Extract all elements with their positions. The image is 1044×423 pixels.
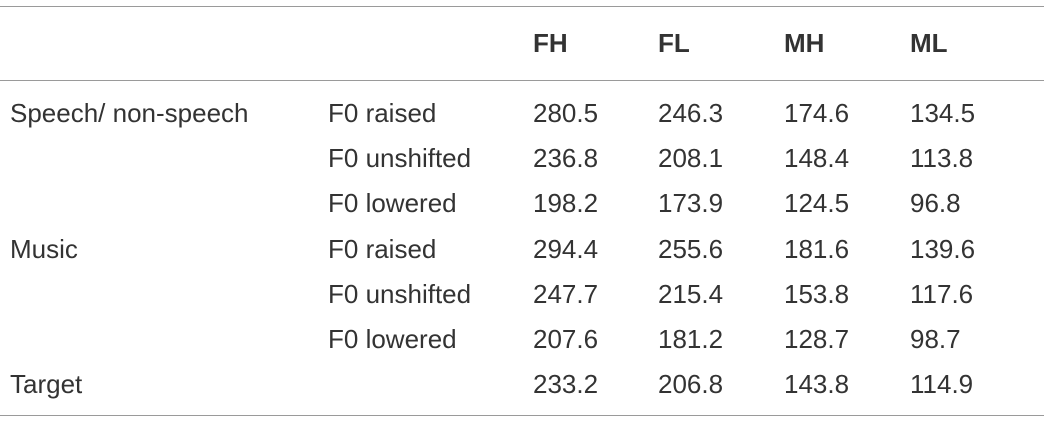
row-condition: F0 unshifted bbox=[328, 278, 472, 309]
cell-value: 208.1 bbox=[658, 143, 724, 174]
cell-value: 280.5 bbox=[533, 98, 599, 128]
cell-value: 236.8 bbox=[533, 143, 599, 174]
cell-value: 294.4 bbox=[533, 233, 599, 264]
row-condition: F0 raised bbox=[328, 233, 437, 264]
column-header: ML bbox=[910, 28, 948, 58]
bottom-rule bbox=[0, 415, 1044, 416]
cell-value: 117.6 bbox=[910, 278, 974, 309]
cell-value: 98.7 bbox=[910, 324, 961, 354]
cell-value: 113.8 bbox=[910, 143, 974, 174]
row-group: Speech/ non-speech bbox=[10, 98, 249, 128]
top-rule bbox=[0, 6, 1044, 7]
cell-value: 124.5 bbox=[784, 188, 850, 219]
row-group: Music bbox=[10, 233, 78, 264]
column-header: FH bbox=[533, 28, 568, 58]
cell-value: 143.8 bbox=[784, 369, 850, 400]
cell-value: 255.6 bbox=[658, 233, 724, 264]
cell-value: 114.9 bbox=[910, 369, 974, 400]
cell-value: 207.6 bbox=[533, 324, 599, 354]
header-rule bbox=[0, 80, 1044, 81]
cell-value: 96.8 bbox=[910, 188, 961, 219]
column-header: FL bbox=[658, 28, 690, 58]
row-condition: F0 lowered bbox=[328, 324, 457, 354]
cell-value: 174.6 bbox=[784, 98, 850, 128]
cell-value: 148.4 bbox=[784, 143, 850, 174]
cell-value: 233.2 bbox=[533, 369, 599, 400]
cell-value: 181.2 bbox=[658, 324, 724, 354]
row-condition: F0 raised bbox=[328, 98, 437, 128]
row-condition: F0 unshifted bbox=[328, 143, 472, 174]
cell-value: 247.7 bbox=[533, 278, 599, 309]
column-header: MH bbox=[784, 28, 825, 58]
row-condition: F0 lowered bbox=[328, 188, 457, 219]
cell-value: 134.5 bbox=[910, 98, 976, 128]
cell-value: 206.8 bbox=[658, 369, 724, 400]
cell-value: 181.6 bbox=[784, 233, 850, 264]
cell-value: 153.8 bbox=[784, 278, 850, 309]
cell-value: 215.4 bbox=[658, 278, 724, 309]
cell-value: 128.7 bbox=[784, 324, 850, 354]
row-group: Target bbox=[10, 369, 83, 400]
cell-value: 246.3 bbox=[658, 98, 724, 128]
cell-value: 198.2 bbox=[533, 188, 599, 219]
cell-value: 173.9 bbox=[658, 188, 724, 219]
cell-value: 139.6 bbox=[910, 233, 976, 264]
